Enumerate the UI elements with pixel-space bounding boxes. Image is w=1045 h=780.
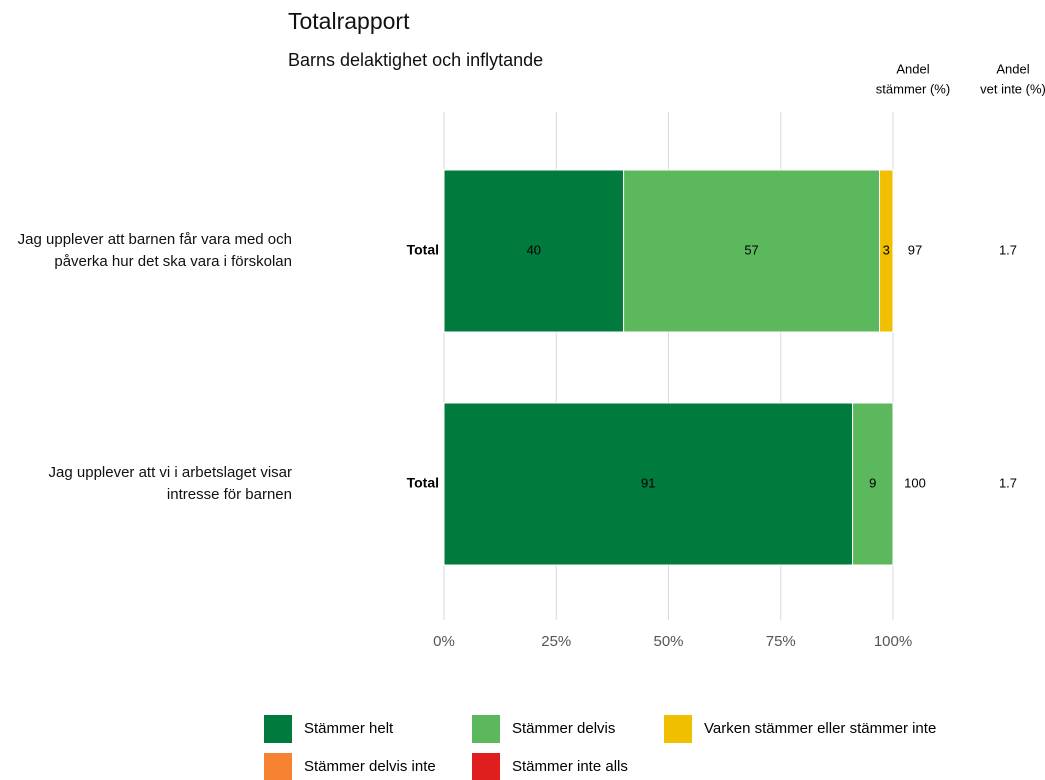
bar-segment [623,169,881,333]
legend-swatch [472,715,500,743]
legend-swatch [664,715,692,743]
x-tick-label: 75% [766,633,796,650]
legend-label: Stämmer helt [304,720,394,737]
legend-label: Stämmer delvis [512,720,615,737]
x-tick-label: 100% [874,633,912,650]
column-value: 97 [908,242,922,257]
column-value: 100 [904,475,926,490]
data-label: 40 [527,242,541,257]
legend-swatch [264,715,292,743]
chart-title: Totalrapport [288,8,410,34]
column-header: vet inte (%) [980,81,1045,96]
category-label: Jag upplever att vi i arbetslaget visar … [48,464,292,503]
data-label: 91 [641,475,655,490]
column-value: 1.7 [999,475,1017,490]
column-header: Andel [896,61,929,76]
data-label: 9 [869,475,876,490]
bar-segment [443,402,854,566]
legend-swatch [472,753,500,780]
legend-swatch [264,753,292,780]
x-tick-label: 50% [653,633,683,650]
column-header: stämmer (%) [876,81,950,96]
category-label: Jag upplever att barnen får vara med och… [17,231,292,270]
column-value: 1.7 [999,242,1017,257]
row-label: Total [407,475,439,491]
bar-segment [852,402,894,566]
legend-label: Varken stämmer eller stämmer inte [704,720,936,737]
data-label: 57 [744,242,758,257]
data-label: 3 [883,242,890,257]
bar-segment [443,169,625,333]
chart-subtitle: Barns delaktighet och inflytande [288,50,544,70]
legend-label: Stämmer delvis inte [304,758,436,775]
row-label: Total [407,242,439,258]
column-header: Andel [996,61,1029,76]
x-tick-label: 0% [433,633,455,650]
legend-label: Stämmer inte alls [512,758,628,775]
x-tick-label: 25% [541,633,571,650]
bar-segment [879,169,894,333]
